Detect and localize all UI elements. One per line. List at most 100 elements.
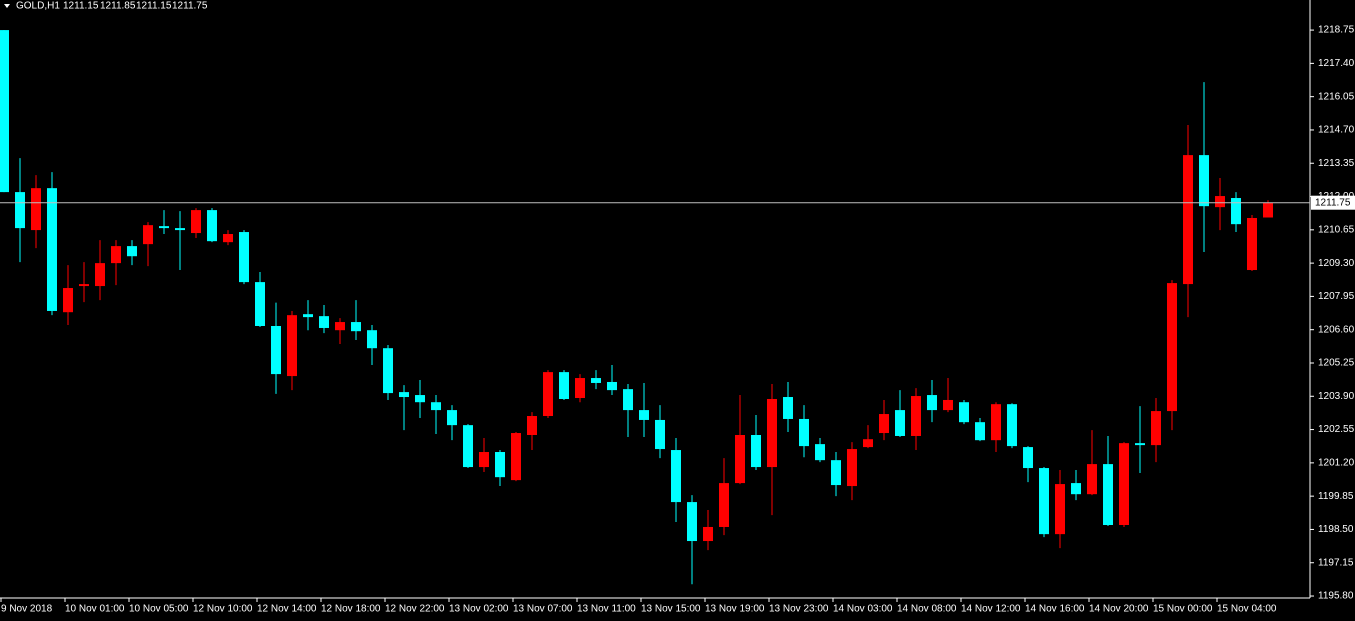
candle-body (399, 392, 409, 398)
y-tick-label: 1199.85 (1318, 491, 1354, 502)
candle-body (271, 326, 281, 375)
candle-body (527, 416, 537, 435)
header-high: 1211.85 (100, 1, 136, 12)
candle-body (751, 434, 761, 468)
x-tick-label: 13 Nov 11:00 (577, 604, 636, 615)
candle-body (959, 402, 969, 423)
y-tick-label: 1216.05 (1318, 91, 1355, 102)
y-tick-label: 1210.65 (1318, 224, 1355, 235)
candle-body (575, 378, 585, 399)
candle-body (655, 419, 665, 450)
y-tick-label: 1207.95 (1318, 291, 1355, 302)
candle-body (559, 372, 569, 399)
candle-body (1151, 411, 1161, 446)
candle-body (1231, 198, 1241, 225)
candle-body (1263, 202, 1273, 218)
candle-body (319, 316, 329, 328)
header-close: 1211.75 (172, 1, 208, 12)
candle-body (303, 314, 313, 318)
x-tick-label: 15 Nov 04:00 (1217, 604, 1277, 615)
candle-body (1087, 464, 1097, 495)
candle-body (63, 288, 73, 313)
candle-body (1119, 443, 1129, 526)
candle-body (95, 263, 105, 287)
candle-body (367, 330, 377, 349)
candle-body (943, 399, 953, 411)
candle-body (783, 397, 793, 419)
x-tick-label: 13 Nov 23:00 (769, 604, 829, 615)
candle-body (495, 452, 505, 478)
y-tick-label: 1202.55 (1318, 424, 1355, 435)
candle-body (863, 439, 873, 448)
candle-body (143, 225, 153, 245)
candle-body (703, 526, 713, 542)
candle-body (223, 234, 233, 243)
candle-body (1023, 447, 1033, 469)
chart-title: GOLD,H1 (16, 1, 60, 12)
candle-body (591, 378, 601, 383)
y-tick-label: 1198.50 (1318, 524, 1354, 535)
y-tick-label: 1217.40 (1318, 58, 1355, 69)
candle-body (431, 402, 441, 411)
x-tick-label: 12 Nov 14:00 (257, 604, 317, 615)
x-tick-label: 14 Nov 08:00 (897, 604, 957, 615)
x-tick-label: 13 Nov 07:00 (513, 604, 573, 615)
y-tick-label: 1203.90 (1318, 391, 1355, 402)
candle-body (735, 434, 745, 484)
candle-body (911, 396, 921, 436)
candle-body (815, 444, 825, 461)
candle-body (415, 395, 425, 403)
candle-body (991, 404, 1001, 441)
x-tick-label: 12 Nov 18:00 (321, 604, 381, 615)
x-tick-label: 15 Nov 00:00 (1153, 604, 1213, 615)
candle-body (207, 210, 217, 242)
x-tick-label: 13 Nov 19:00 (705, 604, 765, 615)
y-tick-label: 1213.35 (1318, 158, 1355, 169)
x-tick-label: 12 Nov 22:00 (385, 604, 445, 615)
x-tick-label: 12 Nov 10:00 (193, 604, 253, 615)
candle-body (799, 418, 809, 447)
candle-body (111, 246, 121, 264)
menu-arrow[interactable] (4, 4, 10, 8)
candle-body (479, 452, 489, 468)
header-low: 1211.15 (136, 1, 172, 12)
candle-body (879, 414, 889, 434)
candle-body (255, 282, 265, 327)
candle-body (1055, 484, 1065, 535)
x-tick-label: 13 Nov 15:00 (641, 604, 701, 615)
y-tick-label: 1201.20 (1318, 458, 1355, 469)
candle-body (463, 425, 473, 468)
candle-body (335, 322, 345, 331)
header-open: 1211.15 (63, 1, 99, 12)
current-price-label: 1211.75 (1315, 197, 1351, 208)
y-tick-label: 1214.70 (1318, 125, 1355, 136)
candle-body (287, 315, 297, 377)
candle-body (511, 433, 521, 481)
x-tick-label: 10 Nov 01:00 (65, 604, 125, 615)
candle-body (47, 188, 57, 311)
candle-body (975, 422, 985, 441)
candle-body (159, 226, 169, 229)
candle-body (0, 30, 9, 193)
x-tick-label: 9 Nov 2018 (1, 604, 53, 615)
candle-body (623, 389, 633, 411)
candle-body (239, 232, 249, 283)
candle-body (383, 348, 393, 394)
candle-body (351, 322, 361, 332)
candle-body (191, 210, 201, 234)
y-tick-label: 1206.60 (1318, 324, 1355, 335)
candle-body (175, 228, 185, 231)
candle-body (543, 372, 553, 417)
candle-body (719, 483, 729, 527)
current-price-tag (1311, 195, 1355, 210)
candle-body (895, 410, 905, 436)
candle-body (639, 410, 649, 420)
x-tick-label: 14 Nov 03:00 (833, 604, 893, 615)
candle-body (767, 398, 777, 468)
y-tick-label: 1209.30 (1318, 258, 1355, 269)
candle-body (927, 395, 937, 411)
y-tick-label: 1197.15 (1318, 557, 1354, 568)
candle-body (1135, 443, 1145, 446)
